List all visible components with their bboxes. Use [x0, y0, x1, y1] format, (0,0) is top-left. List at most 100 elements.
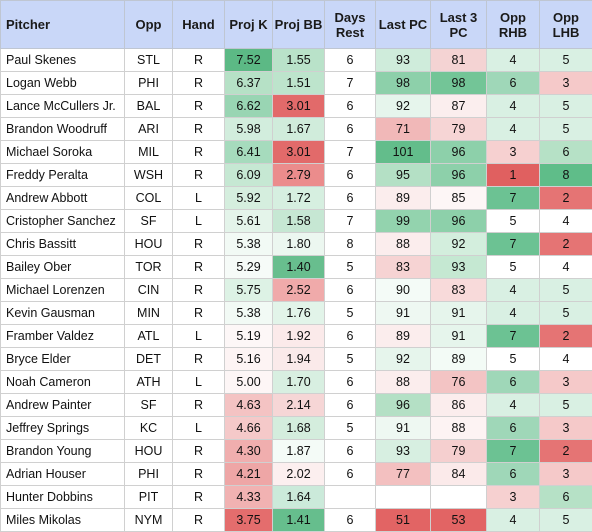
cell-last-3-pc[interactable]: 81 — [431, 49, 487, 72]
col-header-last-pc[interactable]: Last PC — [376, 1, 431, 49]
cell-proj-bb[interactable]: 2.02 — [273, 463, 325, 486]
cell-proj-bb[interactable]: 2.52 — [273, 279, 325, 302]
cell-last-pc[interactable]: 89 — [376, 325, 431, 348]
cell-opp-rhb[interactable]: 6 — [487, 72, 540, 95]
col-header-opp-lhb[interactable]: Opp LHB — [540, 1, 592, 49]
cell-opp-rhb[interactable]: 5 — [487, 348, 540, 371]
cell-opp[interactable]: MIL — [125, 141, 173, 164]
cell-last-pc[interactable]: 51 — [376, 509, 431, 532]
cell-opp-rhb[interactable]: 4 — [487, 118, 540, 141]
cell-opp-lhb[interactable]: 4 — [540, 210, 592, 233]
cell-proj-k[interactable]: 5.00 — [225, 371, 273, 394]
cell-opp[interactable]: SF — [125, 210, 173, 233]
cell-proj-bb[interactable]: 3.01 — [273, 141, 325, 164]
cell-opp-rhb[interactable]: 4 — [487, 49, 540, 72]
cell-proj-bb[interactable]: 1.68 — [273, 417, 325, 440]
cell-days-rest[interactable]: 6 — [325, 164, 376, 187]
cell-last-pc[interactable]: 95 — [376, 164, 431, 187]
cell-last-pc[interactable]: 89 — [376, 187, 431, 210]
cell-days-rest[interactable]: 6 — [325, 440, 376, 463]
cell-opp-rhb[interactable]: 4 — [487, 394, 540, 417]
cell-hand[interactable]: R — [173, 486, 225, 509]
cell-opp[interactable]: COL — [125, 187, 173, 210]
cell-proj-k[interactable]: 6.37 — [225, 72, 273, 95]
cell-proj-bb[interactable]: 1.64 — [273, 486, 325, 509]
cell-last-pc[interactable]: 99 — [376, 210, 431, 233]
cell-proj-k[interactable]: 5.29 — [225, 256, 273, 279]
cell-opp[interactable]: MIN — [125, 302, 173, 325]
cell-pitcher[interactable]: Bailey Ober — [1, 256, 125, 279]
cell-proj-k[interactable]: 7.52 — [225, 49, 273, 72]
cell-opp-rhb[interactable]: 7 — [487, 233, 540, 256]
cell-last-3-pc[interactable]: 96 — [431, 164, 487, 187]
cell-proj-k[interactable]: 5.38 — [225, 302, 273, 325]
cell-last-3-pc[interactable]: 96 — [431, 141, 487, 164]
col-header-days-rest[interactable]: Days Rest — [325, 1, 376, 49]
cell-opp-lhb[interactable]: 3 — [540, 72, 592, 95]
cell-opp-lhb[interactable]: 5 — [540, 49, 592, 72]
cell-opp[interactable]: BAL — [125, 95, 173, 118]
col-header-last-3-pc[interactable]: Last 3 PC — [431, 1, 487, 49]
cell-days-rest[interactable] — [325, 486, 376, 509]
cell-proj-bb[interactable]: 1.70 — [273, 371, 325, 394]
cell-last-3-pc[interactable]: 85 — [431, 187, 487, 210]
cell-opp-rhb[interactable]: 4 — [487, 302, 540, 325]
cell-pitcher[interactable]: Noah Cameron — [1, 371, 125, 394]
cell-proj-bb[interactable]: 3.01 — [273, 95, 325, 118]
cell-hand[interactable]: R — [173, 440, 225, 463]
cell-proj-k[interactable]: 6.41 — [225, 141, 273, 164]
cell-opp-rhb[interactable]: 6 — [487, 463, 540, 486]
cell-pitcher[interactable]: Michael Soroka — [1, 141, 125, 164]
cell-last-3-pc[interactable]: 89 — [431, 348, 487, 371]
cell-days-rest[interactable]: 6 — [325, 187, 376, 210]
cell-proj-k[interactable]: 5.38 — [225, 233, 273, 256]
cell-last-3-pc[interactable]: 86 — [431, 394, 487, 417]
cell-opp-rhb[interactable]: 4 — [487, 509, 540, 532]
cell-hand[interactable]: R — [173, 394, 225, 417]
cell-opp-rhb[interactable]: 1 — [487, 164, 540, 187]
cell-days-rest[interactable]: 6 — [325, 49, 376, 72]
col-header-proj-k[interactable]: Proj K — [225, 1, 273, 49]
cell-opp-lhb[interactable]: 6 — [540, 141, 592, 164]
cell-opp-rhb[interactable]: 4 — [487, 279, 540, 302]
cell-pitcher[interactable]: Logan Webb — [1, 72, 125, 95]
cell-opp-rhb[interactable]: 3 — [487, 141, 540, 164]
cell-last-3-pc[interactable]: 76 — [431, 371, 487, 394]
cell-last-3-pc[interactable]: 98 — [431, 72, 487, 95]
cell-opp-rhb[interactable]: 7 — [487, 440, 540, 463]
cell-opp-rhb[interactable]: 3 — [487, 486, 540, 509]
cell-pitcher[interactable]: Paul Skenes — [1, 49, 125, 72]
cell-days-rest[interactable]: 6 — [325, 118, 376, 141]
cell-last-pc[interactable]: 92 — [376, 95, 431, 118]
cell-opp[interactable]: ATH — [125, 371, 173, 394]
cell-pitcher[interactable]: Chris Bassitt — [1, 233, 125, 256]
cell-last-3-pc[interactable]: 79 — [431, 118, 487, 141]
cell-last-pc[interactable]: 93 — [376, 440, 431, 463]
cell-hand[interactable]: R — [173, 72, 225, 95]
cell-opp[interactable]: ATL — [125, 325, 173, 348]
cell-proj-k[interactable]: 3.75 — [225, 509, 273, 532]
cell-opp-rhb[interactable]: 7 — [487, 187, 540, 210]
cell-proj-bb[interactable]: 1.67 — [273, 118, 325, 141]
cell-proj-bb[interactable]: 1.87 — [273, 440, 325, 463]
cell-last-pc[interactable]: 71 — [376, 118, 431, 141]
cell-proj-k[interactable]: 5.98 — [225, 118, 273, 141]
cell-hand[interactable]: L — [173, 325, 225, 348]
cell-last-pc[interactable]: 96 — [376, 394, 431, 417]
cell-days-rest[interactable]: 7 — [325, 141, 376, 164]
cell-proj-k[interactable]: 6.62 — [225, 95, 273, 118]
cell-pitcher[interactable]: Adrian Houser — [1, 463, 125, 486]
cell-last-3-pc[interactable]: 91 — [431, 302, 487, 325]
cell-last-pc[interactable]: 77 — [376, 463, 431, 486]
cell-opp[interactable]: CIN — [125, 279, 173, 302]
cell-proj-k[interactable]: 5.61 — [225, 210, 273, 233]
cell-opp-lhb[interactable]: 2 — [540, 325, 592, 348]
cell-opp[interactable]: WSH — [125, 164, 173, 187]
cell-proj-k[interactable]: 4.30 — [225, 440, 273, 463]
cell-days-rest[interactable]: 6 — [325, 509, 376, 532]
col-header-opp-rhb[interactable]: Opp RHB — [487, 1, 540, 49]
cell-proj-bb[interactable]: 1.72 — [273, 187, 325, 210]
cell-opp-lhb[interactable]: 3 — [540, 463, 592, 486]
cell-pitcher[interactable]: Framber Valdez — [1, 325, 125, 348]
cell-last-3-pc[interactable]: 84 — [431, 463, 487, 486]
